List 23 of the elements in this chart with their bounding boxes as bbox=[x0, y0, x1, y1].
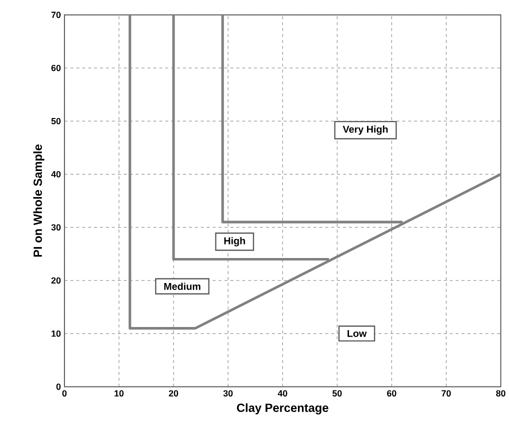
y-tick-label: 50 bbox=[51, 118, 61, 124]
annotation: High bbox=[224, 236, 245, 246]
annotation: Very High bbox=[342, 125, 388, 135]
y-tick-label: 70 bbox=[51, 12, 61, 18]
y-tick-label: 30 bbox=[51, 224, 61, 230]
x-tick-label: 30 bbox=[223, 390, 233, 396]
y-tick-label: 20 bbox=[51, 277, 61, 284]
y-tick-label: 0 bbox=[56, 383, 61, 390]
x-tick-label: 10 bbox=[114, 390, 124, 396]
y-tick-label: 40 bbox=[51, 170, 61, 178]
x-tick-label: 80 bbox=[496, 390, 506, 396]
x-tick-label: 40 bbox=[278, 390, 288, 396]
y-tick-label: 10 bbox=[52, 330, 61, 337]
x-tick-label: 0 bbox=[62, 390, 67, 396]
x-axis-title: Clay Percentage bbox=[236, 403, 328, 414]
annotation: Medium bbox=[164, 282, 200, 290]
annotation: Low bbox=[348, 330, 367, 337]
y-tick-label: 60 bbox=[51, 64, 61, 72]
x-tick-label: 60 bbox=[387, 390, 396, 396]
y-axis-title: PI on Whole Sample bbox=[33, 144, 44, 257]
x-tick-label: 20 bbox=[168, 390, 178, 396]
x-tick-label: 50 bbox=[332, 390, 342, 396]
x-tick-label: 70 bbox=[442, 390, 451, 396]
